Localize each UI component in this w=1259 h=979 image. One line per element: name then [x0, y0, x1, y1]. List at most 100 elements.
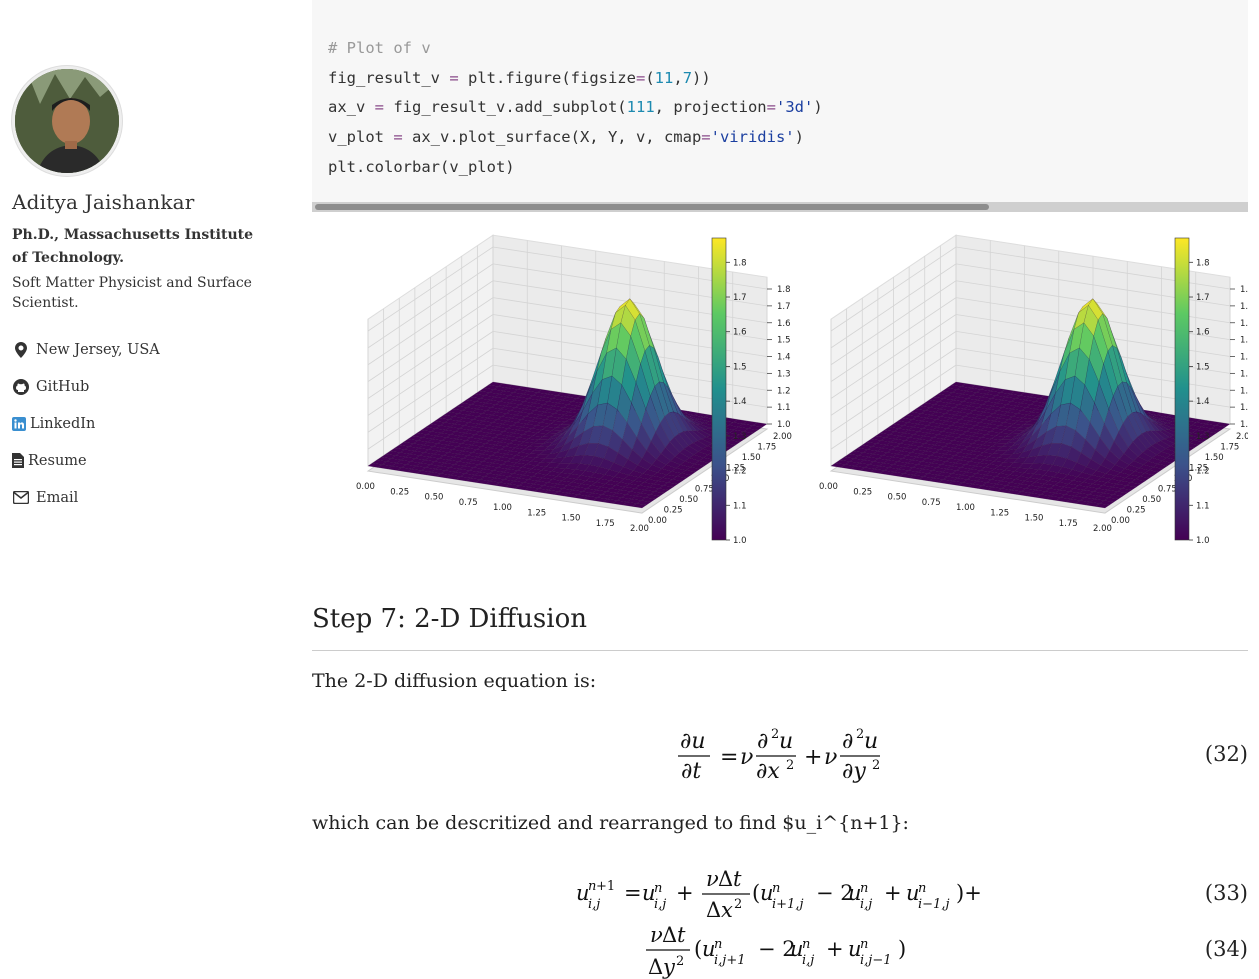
colorbar-tick-label: 1.0 [1196, 536, 1210, 546]
svg-text:=: = [624, 881, 642, 905]
svg-text:i,j: i,j [860, 897, 872, 912]
linkedin-link[interactable]: LinkedIn [12, 405, 302, 442]
code-scrollbar[interactable] [312, 202, 1248, 212]
x-tick-label: 1.00 [493, 503, 512, 513]
grid-line [367, 263, 494, 349]
email-link[interactable]: Email [12, 479, 302, 516]
x-tick-label: 0.00 [819, 482, 838, 492]
svg-text:+: + [676, 881, 694, 905]
email-label[interactable]: Email [36, 489, 79, 506]
colorbar-tick-label: 1.6 [1196, 328, 1210, 338]
github-label[interactable]: GitHub [36, 378, 90, 395]
svg-text:=: = [720, 745, 738, 770]
svg-text:2: 2 [771, 727, 779, 742]
z-tick-label: 1.1 [777, 403, 791, 413]
svg-text:2: 2 [872, 758, 880, 773]
x-tick-label: 0.25 [853, 487, 872, 497]
svg-text:x: x [721, 898, 733, 922]
svg-text:− 2: − 2 [758, 937, 796, 961]
section-heading: Step 7: 2-D Diffusion [312, 604, 587, 634]
z-tick-label: 1.5 [1240, 336, 1248, 346]
svg-text:u: u [864, 729, 878, 754]
z-tick-label: 1.8 [777, 285, 791, 295]
svg-text:t: t [733, 867, 742, 891]
x-tick-label: 0.50 [888, 493, 907, 503]
svg-text:n: n [860, 881, 868, 896]
resume-label[interactable]: Resume [28, 452, 87, 469]
svg-text:(: ( [752, 881, 760, 905]
grid-line [367, 246, 494, 332]
grid-line [830, 314, 957, 399]
y-tick-label: 0.75 [1158, 485, 1177, 495]
y-tick-label: 1.50 [742, 453, 761, 463]
colorbar-tick-label: 1.1 [1196, 501, 1210, 511]
code-line-4: v_plot = ax_v.plot_surface(X, Y, v, cmap… [328, 128, 804, 147]
grid-line [367, 347, 494, 433]
envelope-icon [12, 489, 30, 507]
svg-text:+: + [826, 937, 844, 961]
svg-text:y: y [662, 955, 676, 979]
github-link[interactable]: GitHub [12, 368, 302, 405]
y-tick-label: 0.75 [695, 485, 714, 495]
linkedin-label[interactable]: LinkedIn [30, 415, 96, 432]
grid-line [830, 263, 957, 349]
z-tick-label: 1.7 [777, 302, 791, 312]
svg-text:u: u [790, 937, 804, 961]
x-tick-label: 0.75 [922, 498, 941, 508]
colorbar-tick-label: 1.8 [733, 258, 747, 268]
svg-text:Δ: Δ [718, 867, 733, 891]
svg-text:2: 2 [786, 758, 794, 773]
colorbar-tick-label: 1.7 [1196, 293, 1210, 303]
github-icon [12, 378, 30, 396]
x-tick-label: 2.00 [1093, 524, 1112, 534]
y-tick-label: 1.25 [726, 464, 745, 474]
y-tick-label: 0.50 [679, 495, 698, 505]
svg-text:2: 2 [734, 897, 742, 912]
svg-text:n: n [772, 881, 780, 896]
svg-text:i,j: i,j [802, 953, 814, 968]
code-line-2: fig_result_v = plt.figure(figsize=(11,7)… [328, 68, 711, 87]
main-content: # Plot of v fig_result_v = plt.figure(fi… [312, 0, 1255, 562]
z-tick-label: 1.0 [1240, 420, 1248, 430]
svg-text:∂: ∂ [842, 729, 853, 754]
code-line-3: ax_v = fig_result_v.add_subplot(111, pro… [328, 98, 823, 117]
code-block: # Plot of v fig_result_v = plt.figure(fi… [312, 0, 1248, 202]
grid-line [830, 246, 957, 332]
z-tick-label: 1.3 [1240, 369, 1248, 379]
grid-line [830, 331, 957, 416]
colorbar-tick-label: 1.4 [733, 397, 747, 407]
svg-text:ν: ν [706, 867, 719, 891]
svg-text:n: n [588, 879, 596, 894]
author-links: New Jersey, USA GitHub LinkedIn Resume E… [12, 331, 302, 516]
grid-line [830, 280, 957, 366]
z-tick-label: 1.1 [1240, 403, 1248, 413]
svg-text:2: 2 [856, 727, 864, 742]
y-tick-label: 0.25 [1127, 506, 1146, 516]
z-tick-label: 1.6 [777, 319, 791, 329]
svg-text:u: u [576, 881, 590, 905]
grid-line [367, 280, 494, 366]
x-tick-label: 1.50 [1025, 514, 1044, 524]
svg-text:+: + [804, 745, 822, 770]
svg-text:ν: ν [650, 923, 663, 947]
svg-text:u: u [848, 937, 862, 961]
colorbar-tick-label: 1.3 [1196, 432, 1210, 442]
x-tick-label: 0.00 [356, 482, 375, 492]
z-tick-label: 1.6 [1240, 319, 1248, 329]
z-tick-label: 1.0 [777, 420, 791, 430]
colorbar-tick-label: 1.7 [733, 293, 747, 303]
z-tick-label: 1.8 [1240, 285, 1248, 295]
svg-text:2: 2 [676, 954, 684, 969]
colorbar-tick-label: 1.6 [733, 328, 747, 338]
colorbar-tick-label: 1.5 [1196, 362, 1210, 372]
resume-link[interactable]: Resume [12, 442, 302, 479]
code-comment: # Plot of v [328, 39, 431, 57]
z-tick-label: 1.2 [1240, 386, 1248, 396]
avatar [12, 66, 122, 176]
scrollbar-thumb[interactable] [315, 204, 989, 210]
plot-output: 0.00 0.25 0.50 0.75 1.00 1.25 1.50 1.75 2.00 0.00… [312, 212, 1255, 562]
svg-text:+: + [884, 881, 902, 905]
x-tick-label: 1.00 [956, 503, 975, 513]
colorbar-tick-label: 1.2 [733, 467, 747, 477]
svg-text:∂t: ∂t [681, 759, 701, 784]
